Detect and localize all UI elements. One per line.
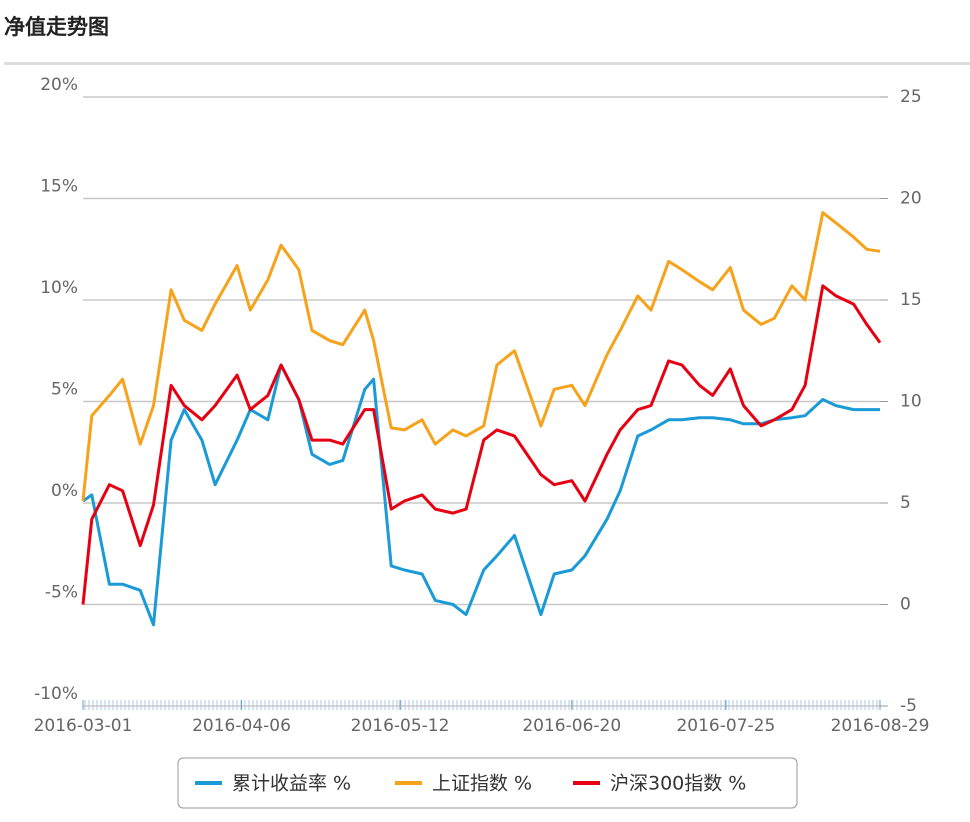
y2-tick-label: 5 — [900, 493, 911, 513]
series-line — [81, 211, 881, 502]
y-tick-label: 20% — [40, 75, 78, 95]
y2-tick-label: 15 — [900, 290, 922, 310]
x-axis-band — [83, 700, 880, 710]
legend — [177, 757, 798, 809]
x-tick-label: 2016-03-01 — [34, 716, 133, 736]
legend-label: 累计收益率 % — [232, 773, 351, 795]
y-tick-label: -10% — [34, 684, 78, 704]
x-tick-label: 2016-04-06 — [192, 716, 291, 736]
x-tick-label: 2016-07-25 — [676, 716, 775, 736]
y-tick-label: 10% — [40, 278, 78, 298]
y-tick-label: -5% — [45, 583, 78, 603]
y2-tick-label: 20 — [900, 189, 922, 209]
y-tick-label: 5% — [51, 380, 78, 400]
legend-label: 上证指数 % — [432, 773, 532, 795]
y-tick-label: 15% — [40, 177, 78, 197]
y2-tick-label: 10 — [900, 392, 922, 412]
y2-tick-label: 25 — [900, 87, 922, 107]
y-tick-label: 0% — [51, 481, 78, 501]
x-tick-label: 2016-08-29 — [831, 716, 930, 736]
y2-tick-label: -5 — [900, 696, 917, 716]
series-line — [82, 363, 880, 627]
legend-label: 沪深300指数 % — [610, 773, 746, 795]
x-tick-label: 2016-05-12 — [351, 716, 450, 736]
y2-tick-label: 0 — [900, 595, 911, 615]
chart-title: 净值走势图 — [4, 15, 109, 39]
title-rule — [4, 62, 970, 65]
x-tick-label: 2016-06-20 — [522, 716, 621, 736]
series-line — [81, 284, 882, 605]
